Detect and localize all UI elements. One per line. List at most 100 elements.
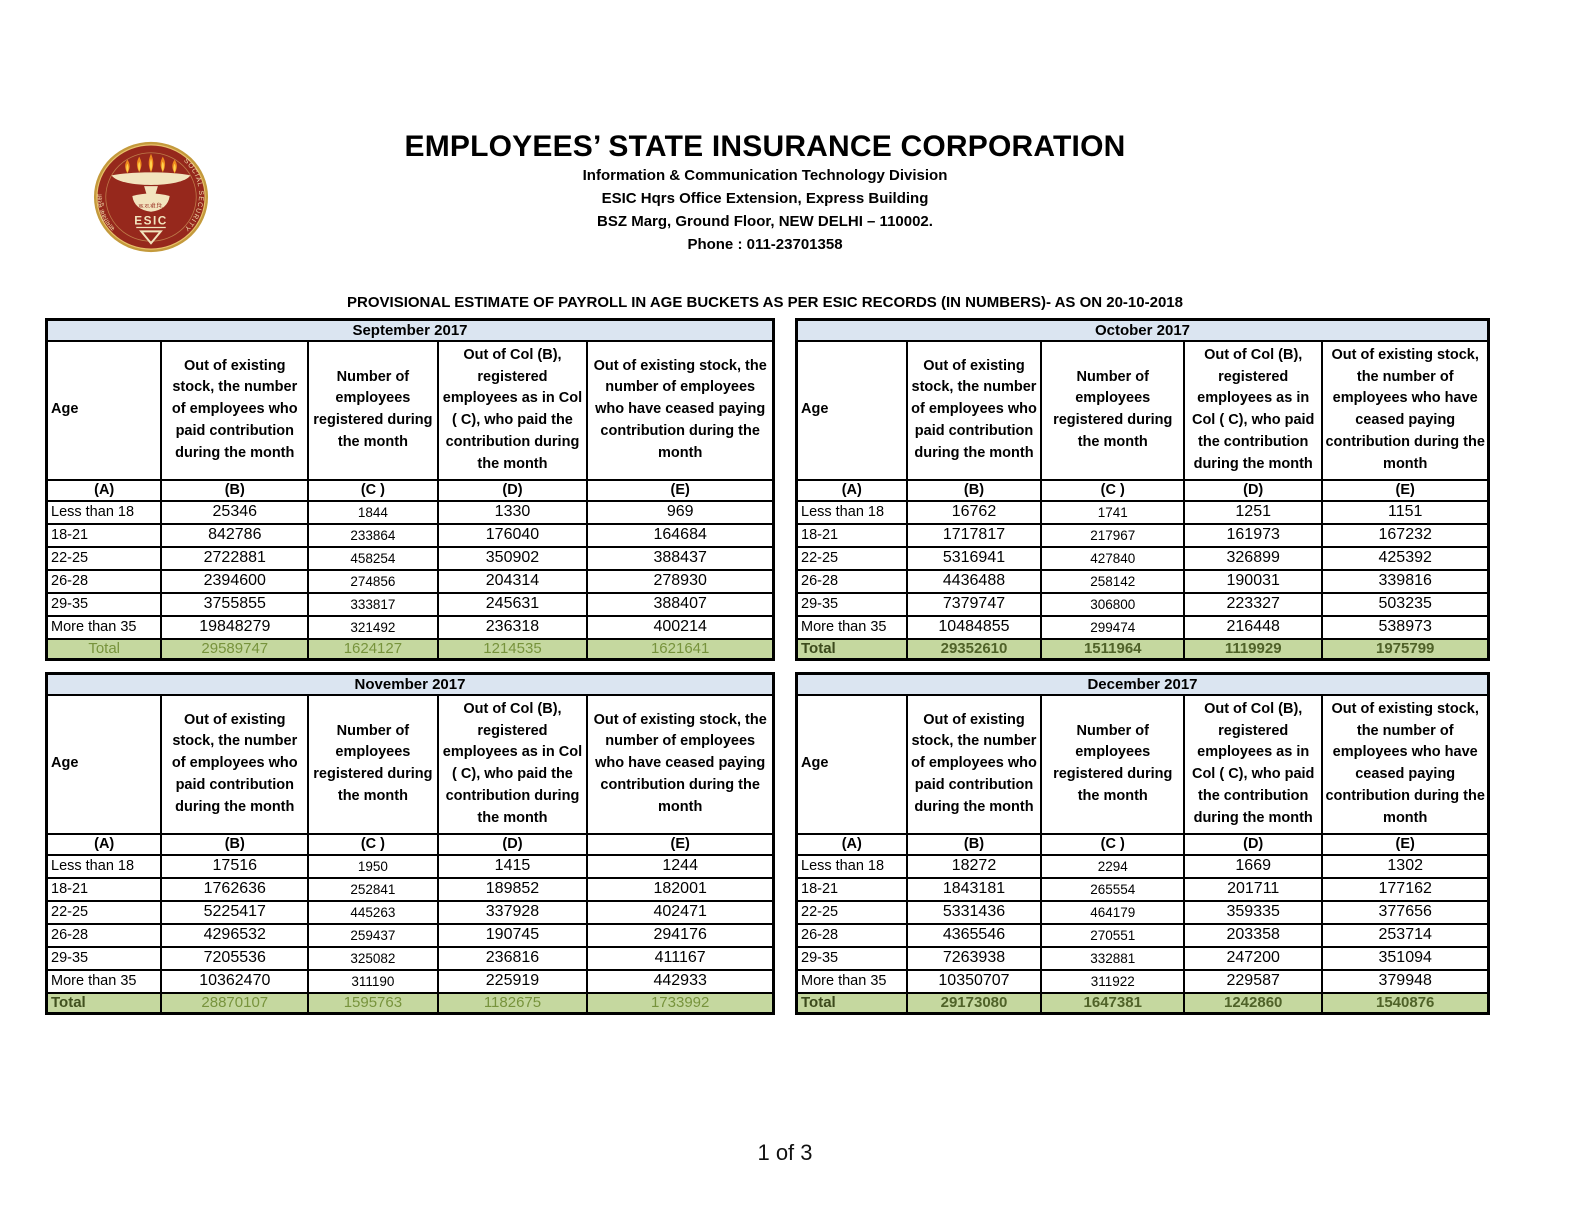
value-cell: 236816 bbox=[436, 945, 589, 971]
total-value-cell: 29589747 bbox=[160, 637, 310, 661]
table-row: 22-25 5225417 445263 337928 402471 bbox=[45, 899, 775, 925]
table-september-2017: September 2017 Age Out of existing stock… bbox=[45, 318, 775, 661]
value-cell: 3755855 bbox=[160, 591, 310, 617]
month-header-row: November 2017 bbox=[45, 672, 775, 696]
col-letter-a: (A) bbox=[795, 478, 908, 502]
column-description-row: Age Out of existing stock, the number of… bbox=[795, 693, 1490, 835]
value-cell: 223327 bbox=[1182, 591, 1324, 617]
table-row: 22-25 5316941 427840 326899 425392 bbox=[795, 545, 1490, 571]
table-row: Less than 18 16762 1741 1251 1151 bbox=[795, 499, 1490, 525]
value-cell: 359335 bbox=[1182, 899, 1324, 925]
value-cell: 278930 bbox=[586, 568, 775, 594]
value-cell: 176040 bbox=[436, 522, 589, 548]
value-cell: 1415 bbox=[436, 853, 589, 879]
value-cell: 236318 bbox=[436, 614, 589, 640]
col-letter-d: (D) bbox=[436, 832, 589, 856]
total-label: Total bbox=[795, 637, 908, 661]
col-letter-d: (D) bbox=[1182, 478, 1324, 502]
col-header-b: Out of existing stock, the number of emp… bbox=[160, 339, 310, 481]
value-cell: 411167 bbox=[586, 945, 775, 971]
col-letter-a: (A) bbox=[45, 478, 163, 502]
value-cell: 229587 bbox=[1182, 968, 1324, 994]
total-value-cell: 1540876 bbox=[1321, 991, 1490, 1015]
subtitle-office: ESIC Hqrs Office Extension, Express Buil… bbox=[601, 190, 929, 207]
total-value-cell: 1733992 bbox=[586, 991, 775, 1015]
subtitle-phone: Phone : 011-23701358 bbox=[687, 236, 843, 253]
total-value-cell: 28870107 bbox=[160, 991, 310, 1015]
table-row: 18-21 1762636 252841 189852 182001 bbox=[45, 876, 775, 902]
column-letters-row: (A) (B) (C ) (D) (E) bbox=[795, 478, 1490, 502]
value-cell: 7205536 bbox=[160, 945, 310, 971]
age-bucket-cell: 18-21 bbox=[45, 522, 163, 548]
report-title: PROVISIONAL ESTIMATE OF PAYROLL IN AGE B… bbox=[347, 294, 1183, 311]
month-header-row: December 2017 bbox=[795, 672, 1490, 696]
value-cell: 167232 bbox=[1321, 522, 1490, 548]
column-letters-row: (A) (B) (C ) (D) (E) bbox=[795, 832, 1490, 856]
value-cell: 326899 bbox=[1182, 545, 1324, 571]
table-december-2017: December 2017 Age Out of existing stock,… bbox=[795, 672, 1490, 1015]
value-cell: 5316941 bbox=[905, 545, 1043, 571]
age-bucket-cell: 18-21 bbox=[795, 522, 908, 548]
age-bucket-cell: More than 35 bbox=[45, 614, 163, 640]
value-cell: 1669 bbox=[1182, 853, 1324, 879]
age-bucket-cell: 29-35 bbox=[45, 591, 163, 617]
table-row: 29-35 7205536 325082 236816 411167 bbox=[45, 945, 775, 971]
col-header-e: Out of existing stock, the number of emp… bbox=[586, 693, 775, 835]
total-value-cell: 1214535 bbox=[436, 637, 589, 661]
age-bucket-cell: Less than 18 bbox=[45, 499, 163, 525]
table-november-2017: November 2017 Age Out of existing stock,… bbox=[45, 672, 775, 1015]
total-row: Total 29589747 1624127 1214535 1621641 bbox=[45, 637, 775, 661]
total-label: Total bbox=[45, 637, 163, 661]
value-cell: 17516 bbox=[160, 853, 310, 879]
value-cell: 216448 bbox=[1182, 614, 1324, 640]
value-cell: 164684 bbox=[586, 522, 775, 548]
age-bucket-cell: 22-25 bbox=[795, 545, 908, 571]
month-header-row: September 2017 bbox=[45, 318, 775, 342]
col-letter-c: (C ) bbox=[307, 478, 439, 502]
month-header: September 2017 bbox=[45, 318, 775, 342]
total-row: Total 28870107 1595763 1182675 1733992 bbox=[45, 991, 775, 1015]
col-header-age: Age bbox=[45, 693, 163, 835]
month-header: December 2017 bbox=[795, 672, 1490, 696]
age-bucket-cell: 26-28 bbox=[795, 922, 908, 948]
value-cell: 190031 bbox=[1182, 568, 1324, 594]
table-row: Less than 18 17516 1950 1415 1244 bbox=[45, 853, 775, 879]
value-cell: 204314 bbox=[436, 568, 589, 594]
col-header-d: Out of Col (B), registered employees as … bbox=[436, 693, 589, 835]
total-row: Total 29173080 1647381 1242860 1540876 bbox=[795, 991, 1490, 1015]
value-cell: 458254 bbox=[307, 545, 439, 571]
total-label: Total bbox=[795, 991, 908, 1015]
col-header-d: Out of Col (B), registered employees as … bbox=[1182, 339, 1324, 481]
table-row: 26-28 4436488 258142 190031 339816 bbox=[795, 568, 1490, 594]
month-header: October 2017 bbox=[795, 318, 1490, 342]
value-cell: 325082 bbox=[307, 945, 439, 971]
value-cell: 337928 bbox=[436, 899, 589, 925]
value-cell: 16762 bbox=[905, 499, 1043, 525]
value-cell: 270551 bbox=[1040, 922, 1185, 948]
esic-logo: क.रा.बी.नि. ESIC SOCIAL SECURITY सामाजिक… bbox=[92, 138, 210, 256]
col-letter-b: (B) bbox=[160, 478, 310, 502]
col-header-e: Out of existing stock, the number of emp… bbox=[1321, 693, 1490, 835]
age-bucket-cell: 18-21 bbox=[45, 876, 163, 902]
value-cell: 1302 bbox=[1321, 853, 1490, 879]
total-value-cell: 1119929 bbox=[1182, 637, 1324, 661]
table-row: 26-28 4365546 270551 203358 253714 bbox=[795, 922, 1490, 948]
value-cell: 311922 bbox=[1040, 968, 1185, 994]
value-cell: 306800 bbox=[1040, 591, 1185, 617]
column-description-row: Age Out of existing stock, the number of… bbox=[795, 339, 1490, 481]
table-row: More than 35 10362470 311190 225919 442933 bbox=[45, 968, 775, 994]
value-cell: 2394600 bbox=[160, 568, 310, 594]
table-row: 26-28 2394600 274856 204314 278930 bbox=[45, 568, 775, 594]
value-cell: 274856 bbox=[307, 568, 439, 594]
col-header-c: Number of employees registered during th… bbox=[1040, 339, 1185, 481]
value-cell: 351094 bbox=[1321, 945, 1490, 971]
value-cell: 1950 bbox=[307, 853, 439, 879]
value-cell: 379948 bbox=[1321, 968, 1490, 994]
month-header: November 2017 bbox=[45, 672, 775, 696]
age-bucket-cell: 22-25 bbox=[45, 545, 163, 571]
value-cell: 217967 bbox=[1040, 522, 1185, 548]
value-cell: 161973 bbox=[1182, 522, 1324, 548]
total-value-cell: 1621641 bbox=[586, 637, 775, 661]
value-cell: 400214 bbox=[586, 614, 775, 640]
col-letter-b: (B) bbox=[905, 832, 1043, 856]
